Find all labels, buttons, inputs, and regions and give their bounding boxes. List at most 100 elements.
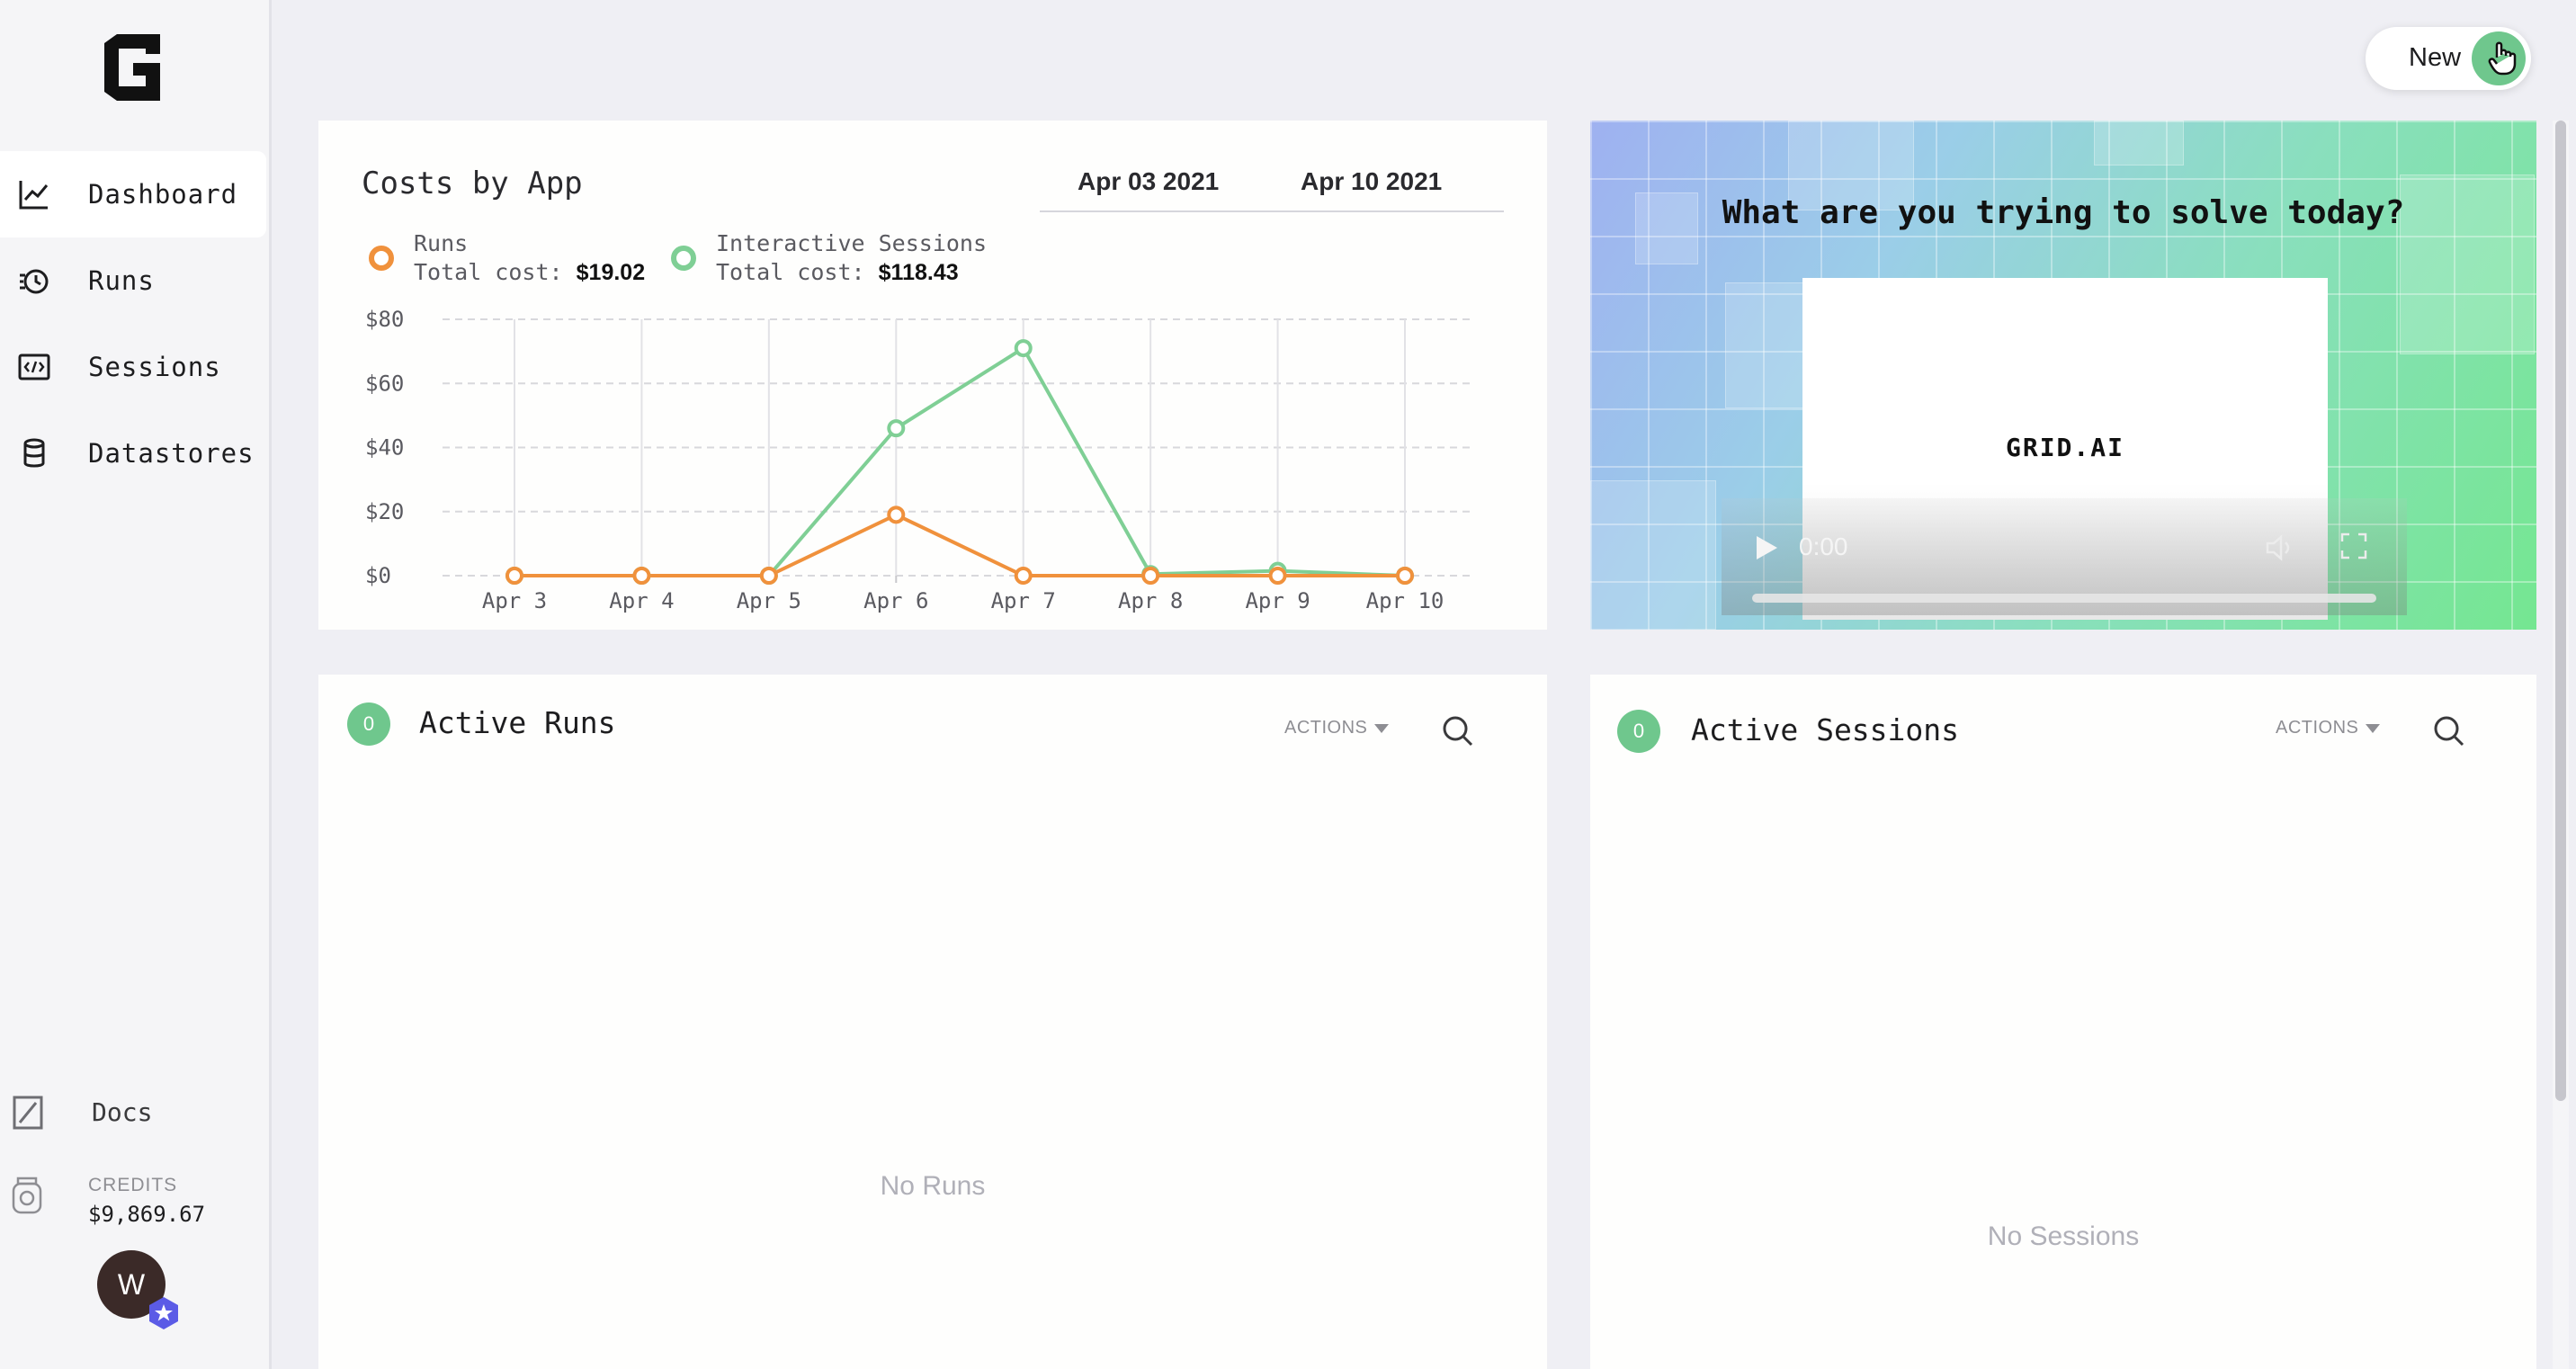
x-tick-label: Apr 8 — [1118, 588, 1183, 613]
data-point — [887, 506, 906, 524]
data-point — [1014, 567, 1033, 585]
decor-cube — [2400, 174, 2535, 354]
series-line — [514, 513, 1405, 577]
new-button-circle — [2472, 31, 2526, 85]
video-question: What are you trying to solve today? — [1722, 194, 2405, 231]
database-icon — [23, 438, 45, 468]
legend-sessions-total-value: $118.43 — [878, 260, 959, 285]
video-time: 0:00 — [1799, 532, 1848, 560]
credits-label: CREDITS — [88, 1175, 178, 1195]
legend-runs-total: Total cost: $19.02 — [414, 259, 645, 286]
nav-docs-label: Docs — [92, 1097, 153, 1127]
avatar[interactable]: W — [97, 1250, 165, 1319]
search-icon[interactable] — [1441, 714, 1477, 750]
runs-count-badge: 0 — [347, 702, 390, 746]
code-window-icon — [18, 353, 50, 380]
nav-sessions[interactable]: Sessions — [0, 324, 266, 410]
coin-jar-icon — [12, 1177, 42, 1214]
legend-runs-name: Runs — [414, 230, 469, 256]
active-sessions-title: Active Sessions — [1691, 712, 1960, 747]
data-point — [1268, 567, 1287, 585]
video-player[interactable]: GRID.AI — [1802, 278, 2328, 620]
decor-cube — [1590, 480, 1716, 630]
date-to[interactable]: Apr 10 2021 — [1301, 167, 1443, 195]
credits: CREDITS $9,869.67 — [0, 1169, 266, 1232]
legend-runs-marker — [369, 246, 394, 271]
sessions-empty-state: No Sessions — [1987, 1221, 2140, 1251]
legend-sessions-total-label: Total cost: — [716, 259, 865, 285]
active-runs-title: Active Runs — [419, 705, 616, 740]
legend-sessions-total: Total cost: $118.43 — [716, 259, 959, 286]
series-line — [514, 345, 1406, 577]
chart-line-icon — [19, 181, 49, 210]
data-point — [887, 419, 906, 438]
nav-docs[interactable]: Docs — [0, 1079, 266, 1148]
video-progress-bar[interactable] — [1752, 594, 2376, 603]
sessions-count-badge: 0 — [1617, 710, 1660, 753]
nav-runs-label: Runs — [88, 265, 155, 296]
intro-video-card: What are you trying to solve today? GRID… — [1590, 121, 2536, 630]
active-runs-panel: 0 Active Runs ACTIONS No Runs — [318, 675, 1547, 1369]
volume-icon[interactable] — [2265, 532, 2295, 563]
legend-sessions-marker — [671, 246, 696, 271]
y-tick-label: $0 — [365, 563, 391, 588]
x-tick-label: Apr 10 — [1366, 588, 1445, 613]
y-tick-label: $40 — [365, 435, 404, 461]
x-tick-label: Apr 6 — [863, 588, 928, 613]
sessions-actions-label: ACTIONS — [2276, 718, 2359, 738]
new-button-label: New — [2409, 43, 2462, 72]
date-from[interactable]: Apr 03 2021 — [1078, 167, 1220, 195]
data-point — [1396, 567, 1414, 585]
runs-icon — [20, 269, 49, 294]
hand-cursor-icon — [2488, 41, 2517, 76]
runs-actions-dropdown[interactable]: ACTIONS — [1284, 718, 1390, 738]
data-point — [1141, 567, 1160, 585]
x-tick-label: Apr 7 — [991, 588, 1056, 613]
fullscreen-icon[interactable] — [2340, 532, 2367, 559]
docs-icon — [13, 1096, 43, 1130]
data-point — [759, 567, 778, 585]
decor-cube — [2094, 121, 2184, 166]
nav-dashboard[interactable]: Dashboard — [0, 151, 266, 237]
nav-dashboard-label: Dashboard — [88, 179, 238, 210]
chevron-down-icon — [2366, 723, 2381, 733]
credits-value: $9,869.67 — [88, 1202, 206, 1227]
x-tick-label: Apr 3 — [482, 588, 547, 613]
sessions-actions-dropdown[interactable]: ACTIONS — [2276, 718, 2381, 738]
x-tick-label: Apr 4 — [609, 588, 674, 613]
active-sessions-panel: 0 Active Sessions ACTIONS No Sessions — [1590, 675, 2536, 1369]
runs-empty-state: No Runs — [880, 1171, 986, 1201]
legend-runs-total-label: Total cost: — [414, 259, 563, 285]
x-tick-label: Apr 5 — [737, 588, 801, 613]
new-button[interactable]: New — [2366, 27, 2531, 90]
scrollbar-thumb[interactable] — [2555, 121, 2566, 1101]
nav-sessions-label: Sessions — [88, 352, 221, 382]
decor-cube — [1788, 121, 1914, 210]
y-tick-label: $80 — [365, 307, 404, 332]
decor-cube — [1635, 192, 1698, 264]
grid-logo-icon[interactable] — [99, 34, 165, 101]
video-controls: 0:00 — [1722, 498, 2407, 615]
x-tick-label: Apr 9 — [1245, 588, 1310, 613]
data-point — [505, 567, 523, 585]
data-point — [632, 567, 651, 585]
costs-card: Costs by App Apr 03 2021 Apr 10 2021 Run… — [318, 121, 1547, 630]
nav-runs[interactable]: Runs — [0, 237, 266, 324]
costs-title: Costs by App — [362, 166, 583, 201]
legend-runs-total-value: $19.02 — [576, 260, 646, 285]
nav-datastores[interactable]: Datastores — [0, 410, 266, 497]
date-range-picker[interactable]: Apr 03 2021 Apr 10 2021 — [1040, 162, 1504, 212]
costs-line-chart: $80 $60 $40 $20 $0 Apr 3 Apr 4 Apr 5 Apr 6 Apr 7 A… — [365, 307, 1470, 613]
decor-cube — [1725, 282, 1806, 408]
sidebar: Dashboard Runs Sessions Datastores Docs — [0, 0, 272, 1369]
y-tick-label: $60 — [365, 371, 404, 396]
search-icon[interactable] — [2432, 714, 2468, 750]
star-badge-icon — [149, 1297, 178, 1329]
nav-datastores-label: Datastores — [88, 438, 255, 469]
play-icon[interactable] — [1754, 534, 1779, 561]
legend-sessions-name: Interactive Sessions — [716, 230, 988, 256]
chevron-down-icon — [1374, 723, 1390, 733]
video-logo: GRID.AI — [2005, 433, 2124, 462]
data-point — [1014, 339, 1033, 358]
runs-actions-label: ACTIONS — [1284, 718, 1368, 738]
